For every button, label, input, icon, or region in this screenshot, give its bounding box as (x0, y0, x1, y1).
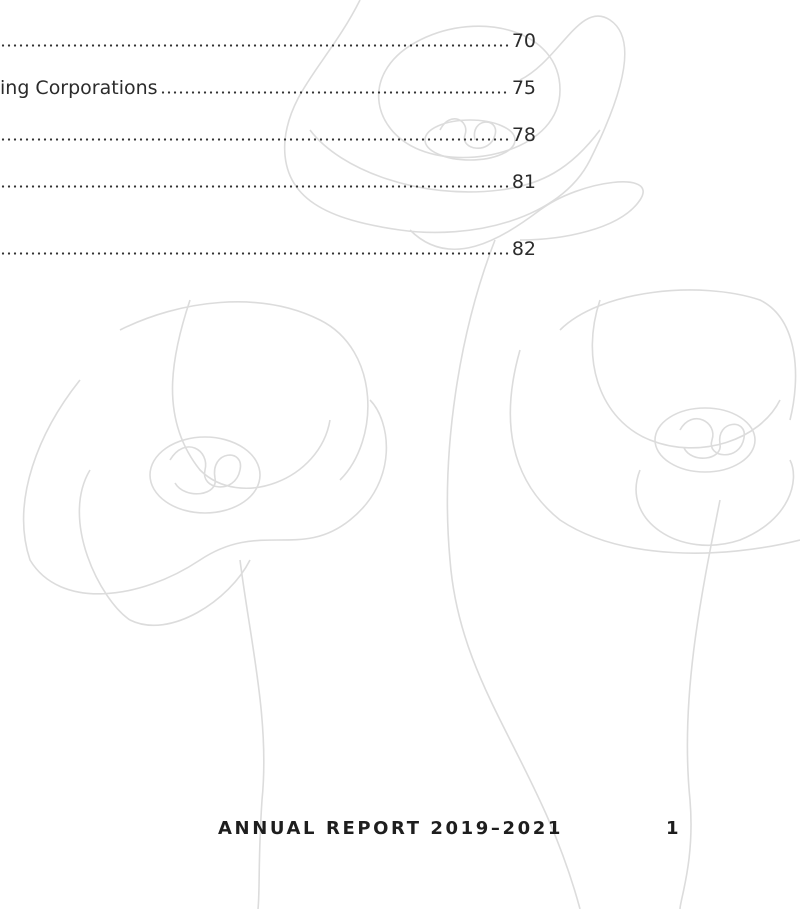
dot-leader (0, 185, 510, 188)
toc-entry: 82 (0, 238, 536, 260)
toc-entry: 70 (0, 30, 536, 52)
toc-entry: 81 (0, 171, 536, 193)
entry-label: ing Corporations (0, 77, 160, 99)
dot-leader (0, 252, 510, 255)
toc-entry: ing Corporations 75 (0, 77, 536, 99)
page: {"toc": {"entries": [ {"page": "70"}, {"… (0, 0, 800, 909)
toc-entry: 78 (0, 124, 536, 146)
dot-leader (0, 44, 510, 47)
footer-page-number: 1 (666, 818, 681, 839)
entry-page: 78 (510, 124, 536, 146)
entry-page: 70 (510, 30, 536, 52)
entry-page: 75 (510, 77, 536, 99)
footer-title: ANNUAL REPORT 2019–2021 (218, 818, 563, 839)
dot-leader (160, 91, 510, 94)
entry-page: 82 (510, 238, 536, 260)
dot-leader (0, 138, 510, 141)
entry-page: 81 (510, 171, 536, 193)
